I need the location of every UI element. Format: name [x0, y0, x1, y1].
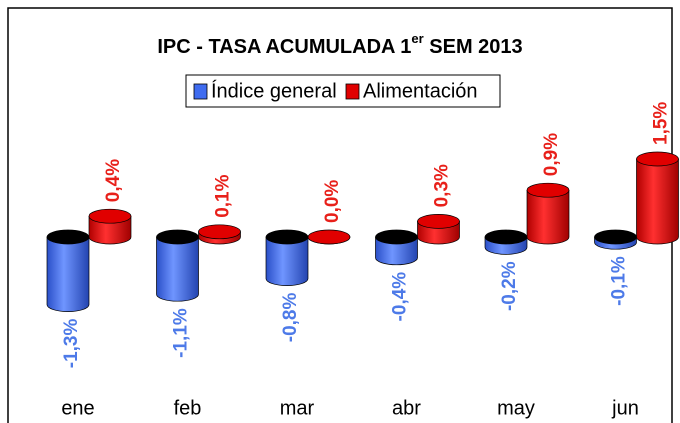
legend-swatch: [193, 83, 208, 100]
x-tick-label: jun: [611, 397, 639, 419]
data-label: 0,1%: [213, 174, 234, 217]
bar: [375, 229, 418, 266]
bar: [46, 229, 90, 312]
data-label: -1,1%: [171, 308, 192, 358]
data-label: -0,1%: [609, 256, 630, 306]
data-label: -0,8%: [280, 293, 301, 343]
bar: [307, 229, 351, 245]
bar: [198, 224, 241, 245]
bar: [88, 208, 132, 245]
bar: [417, 214, 460, 245]
bar: [265, 229, 309, 286]
chart-title: IPC - TASA ACUMULADA 1er SEM 2013: [157, 31, 522, 58]
data-label: 1,5%: [651, 102, 672, 145]
legend: [185, 74, 501, 108]
data-label: -0,2%: [499, 261, 520, 311]
bar: [636, 151, 679, 245]
x-tick-label: ene: [61, 397, 94, 419]
data-label: 0,0%: [322, 180, 343, 223]
x-tick-label: feb: [174, 397, 202, 419]
data-label: -0,4%: [390, 272, 411, 322]
data-label: -1,3%: [61, 319, 82, 369]
bar: [594, 229, 637, 250]
x-tick-label: may: [497, 397, 535, 419]
bar: [156, 229, 199, 302]
bar: [526, 182, 570, 245]
legend-label: Alimentación: [363, 80, 478, 102]
legend-label: Índice general: [211, 79, 337, 102]
data-label: 0,3%: [432, 164, 453, 207]
x-tick-label: abr: [392, 397, 421, 419]
legend-swatch: [345, 83, 360, 100]
bar: [484, 229, 528, 255]
data-label: 0,4%: [103, 159, 124, 202]
x-tick-label: mar: [280, 397, 315, 419]
data-label: 0,9%: [541, 133, 562, 176]
